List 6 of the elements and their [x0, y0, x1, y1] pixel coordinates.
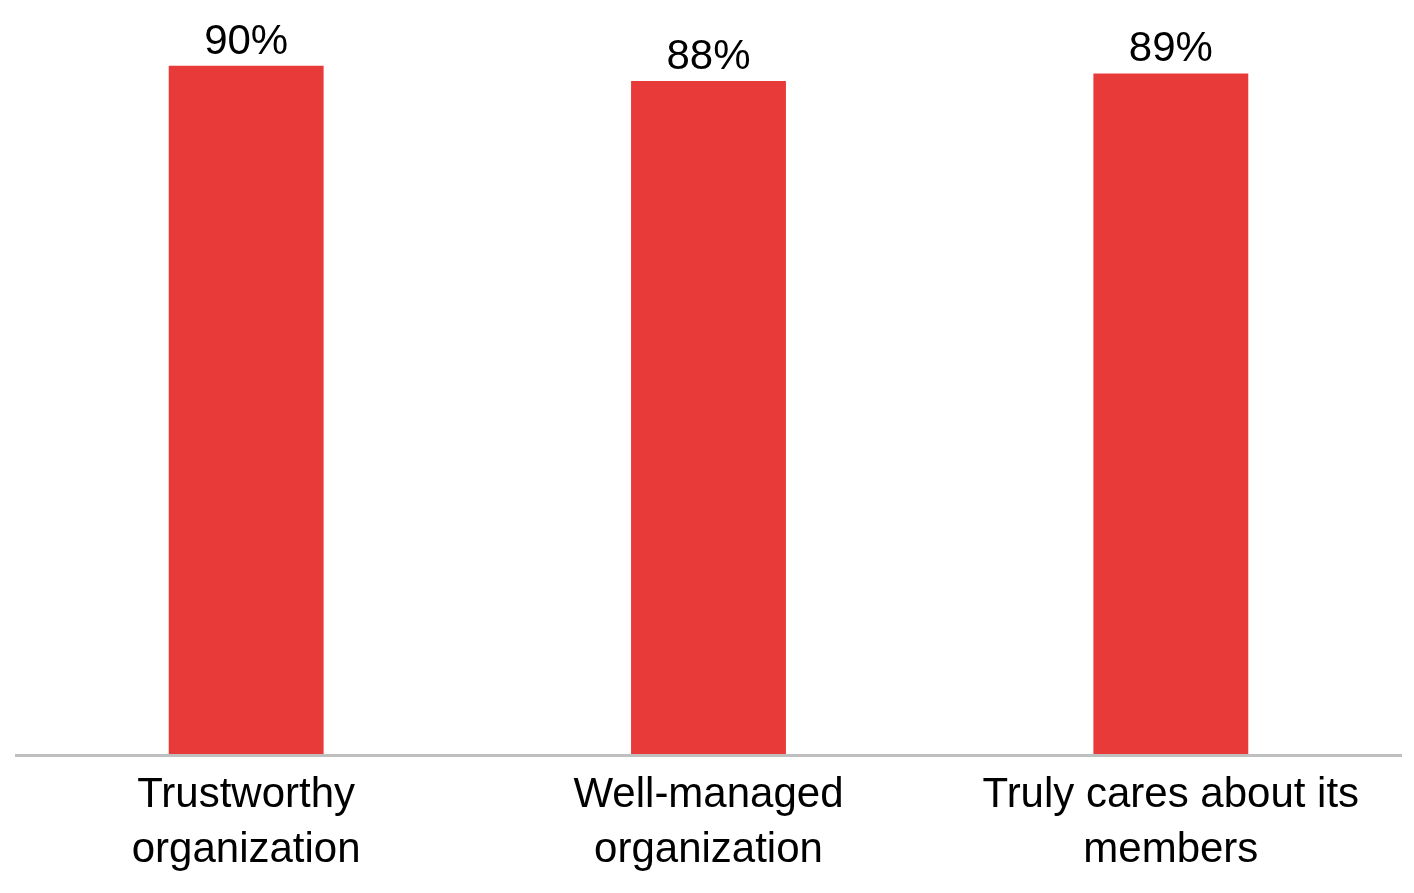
x-tick-label: Truly cares about its members [982, 769, 1360, 871]
x-tick-label: Trustworthy organization [131, 769, 361, 871]
data-label: 90% [204, 15, 289, 63]
data-label: 89% [1128, 23, 1213, 71]
x-tick-label: Well-managed organization [573, 769, 844, 871]
data-label: 88% [666, 31, 751, 79]
